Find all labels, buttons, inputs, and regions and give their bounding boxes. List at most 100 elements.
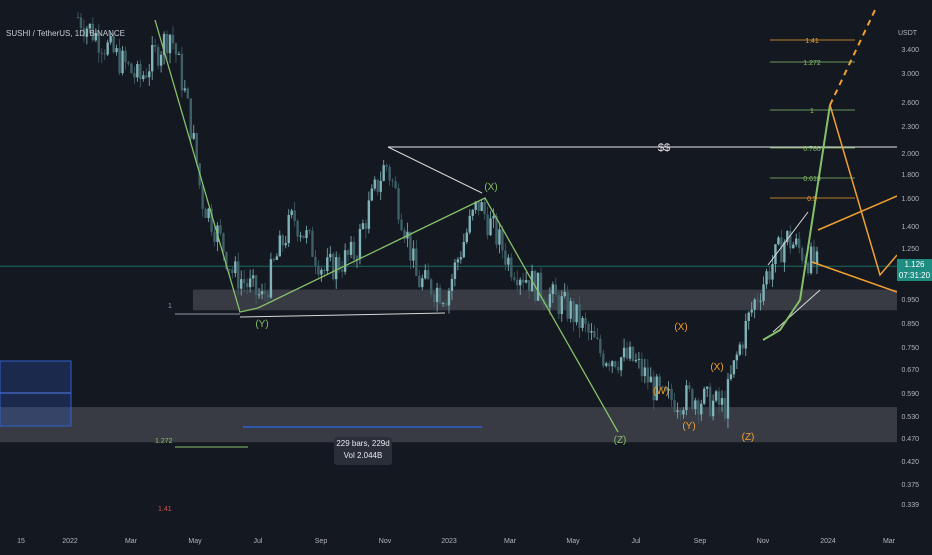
candle-body xyxy=(456,259,460,263)
candle-body xyxy=(492,216,495,219)
candle-body xyxy=(403,230,406,239)
candle-body xyxy=(539,272,543,300)
candle-body xyxy=(806,262,810,274)
candle-body xyxy=(130,63,133,74)
fib-level-label: 1 xyxy=(810,108,814,115)
candle-body xyxy=(296,220,299,237)
candle-body xyxy=(349,241,353,255)
candle-body xyxy=(809,246,813,274)
candle-body xyxy=(385,165,388,167)
channel-line-2 xyxy=(772,289,821,333)
candle-body xyxy=(521,279,525,283)
candle-body xyxy=(245,283,249,288)
wave-label: (Y) xyxy=(682,421,695,432)
fib-level-label: 0.5 xyxy=(807,196,817,203)
candle-body xyxy=(361,223,365,230)
candle-body xyxy=(444,303,448,306)
candle-body xyxy=(171,34,175,44)
x-tick-label: Nov xyxy=(757,538,770,545)
candle-body xyxy=(82,28,86,37)
candle-body xyxy=(100,52,103,54)
candle-body xyxy=(608,363,611,367)
candle-body xyxy=(219,225,222,234)
y-tick-label: 0.750 xyxy=(901,345,919,352)
x-tick-label: Mar xyxy=(125,538,138,545)
candle-body xyxy=(118,48,121,74)
candle-body xyxy=(453,262,457,279)
symbol-title[interactable]: SUSHI / TetherUS, 1D, BINANCE xyxy=(6,29,125,38)
candle-body xyxy=(714,391,718,401)
candle-body xyxy=(231,269,234,274)
candle-body xyxy=(783,242,786,263)
time-axis-panel xyxy=(0,532,932,550)
candle-body xyxy=(590,331,593,333)
candle-body xyxy=(572,301,575,323)
wave-green-path xyxy=(154,19,619,433)
candle-body xyxy=(694,400,697,410)
candle-body xyxy=(243,279,246,284)
currency-unit[interactable]: USDT xyxy=(898,30,918,37)
candle-body xyxy=(723,398,727,419)
candle-body xyxy=(566,291,569,319)
candle-body xyxy=(427,270,430,280)
candle-body xyxy=(240,279,243,289)
candle-body xyxy=(195,133,198,164)
candle-body xyxy=(207,208,210,219)
wave-label: (X) xyxy=(484,182,497,193)
y-tick-label: 2.300 xyxy=(901,124,919,131)
measure-volume: Vol 2.044B xyxy=(343,451,383,460)
candle-body xyxy=(471,209,474,216)
y-tick-label: 1.400 xyxy=(901,224,919,231)
candle-body xyxy=(394,181,397,189)
candle-body xyxy=(771,264,774,280)
candle-body xyxy=(447,290,451,306)
candle-body xyxy=(94,32,98,41)
candle-body xyxy=(596,337,599,339)
candle-body xyxy=(228,268,231,270)
candle-body xyxy=(450,278,454,291)
y-tick-label: 0.530 xyxy=(901,414,919,421)
candle-body xyxy=(418,275,421,288)
candle-body xyxy=(424,270,427,279)
candle-body xyxy=(536,272,540,301)
candle-body xyxy=(91,23,95,41)
candle-body xyxy=(162,33,166,55)
candle-body xyxy=(510,257,513,278)
candle-body xyxy=(150,45,154,72)
candle-body xyxy=(177,53,181,55)
projection-orange-up xyxy=(817,195,898,231)
candle-body xyxy=(204,208,207,219)
candle-body xyxy=(587,323,590,333)
candle-body xyxy=(103,53,106,55)
y-tick-label: 2.000 xyxy=(901,151,919,158)
candle-body xyxy=(747,312,750,322)
x-tick-label: Jul xyxy=(632,538,641,545)
candle-body xyxy=(373,179,376,189)
candle-body xyxy=(569,301,572,319)
candle-body xyxy=(474,201,477,210)
candle-body xyxy=(133,73,136,78)
candle-body xyxy=(501,229,504,251)
candle-body xyxy=(352,241,356,260)
candle-body xyxy=(462,241,466,258)
candle-body xyxy=(575,304,578,323)
candle-body xyxy=(486,214,489,236)
candle-body xyxy=(432,294,436,303)
candle-body xyxy=(234,261,237,274)
candle-body xyxy=(278,235,282,257)
candle-body xyxy=(379,180,382,192)
candle-body xyxy=(397,188,400,220)
candle-body xyxy=(780,237,783,263)
candle-body xyxy=(800,248,804,261)
candle-body xyxy=(222,233,225,252)
bar-countdown: 07:31:20 xyxy=(898,271,931,280)
wave-label: (Z) xyxy=(742,432,755,443)
candle-body xyxy=(367,200,371,229)
candle-body xyxy=(106,42,109,55)
candle-body xyxy=(468,215,471,233)
candle-body xyxy=(705,386,709,389)
candle-body xyxy=(248,278,252,288)
candle-body xyxy=(168,34,172,54)
